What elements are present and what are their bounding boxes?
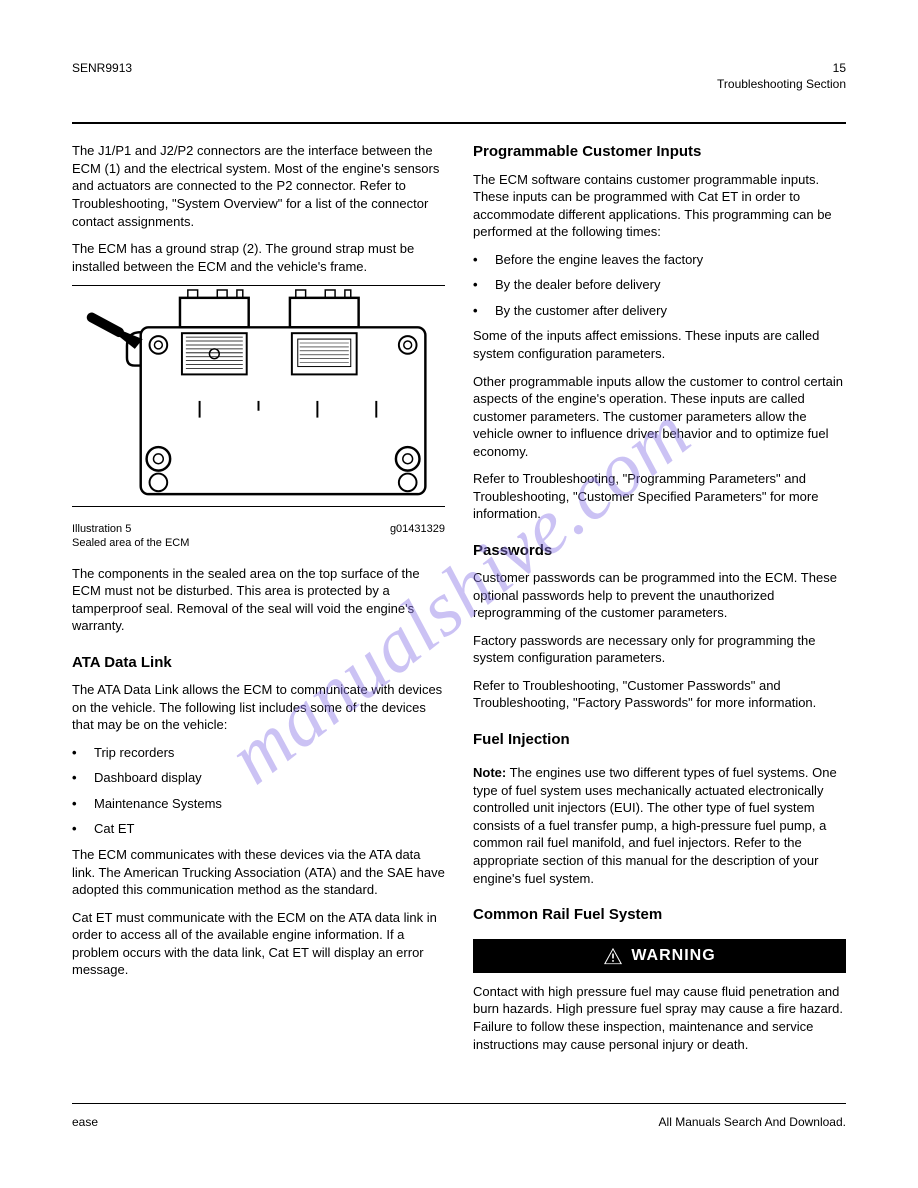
ecm-illustration bbox=[72, 286, 445, 506]
bullet-icon: • bbox=[473, 251, 495, 269]
ata-bullet-list: •Trip recorders •Dashboard display •Main… bbox=[72, 744, 445, 838]
page-header-right: 15 Troubleshooting Section bbox=[717, 60, 846, 92]
note-label: Note: bbox=[473, 765, 506, 780]
list-item: •Cat ET bbox=[72, 820, 445, 838]
list-item: •By the dealer before delivery bbox=[473, 276, 846, 294]
pci-heading: Programmable Customer Inputs bbox=[473, 142, 846, 162]
figure-caption: Illustration 5 g01431329 Sealed area of … bbox=[72, 523, 445, 551]
ata-para-3: Cat ET must communicate with the ECM on … bbox=[72, 909, 445, 979]
list-item-label: Maintenance Systems bbox=[94, 795, 445, 813]
fuel-note: Note: The engines use two different type… bbox=[473, 764, 846, 887]
figure-caption-text: Sealed area of the ECM bbox=[72, 537, 189, 549]
bullet-icon: • bbox=[72, 820, 94, 838]
passwords-heading: Passwords bbox=[473, 541, 846, 561]
ecm-figure bbox=[72, 285, 445, 507]
pw-para-1: Customer passwords can be programmed int… bbox=[473, 569, 846, 622]
footer-row: ease All Manuals Search And Download. bbox=[72, 1114, 846, 1130]
list-item: •Trip recorders bbox=[72, 744, 445, 762]
list-item-label: By the customer after delivery bbox=[495, 302, 846, 320]
warning-text: Contact with high pressure fuel may caus… bbox=[473, 983, 846, 1053]
list-item-label: Dashboard display bbox=[94, 769, 445, 787]
list-item: •Before the engine leaves the factory bbox=[473, 251, 846, 269]
ata-heading: ATA Data Link bbox=[72, 653, 445, 673]
pci-para-4: Refer to Troubleshooting, "Programming P… bbox=[473, 470, 846, 523]
content-columns: The J1/P1 and J2/P2 connectors are the i… bbox=[72, 142, 846, 1063]
list-item-label: Cat ET bbox=[94, 820, 445, 838]
list-item: •Dashboard display bbox=[72, 769, 445, 787]
note-text: The engines use two different types of f… bbox=[473, 765, 837, 885]
right-column: Programmable Customer Inputs The ECM sof… bbox=[473, 142, 846, 1063]
pw-para-2: Factory passwords are necessary only for… bbox=[473, 632, 846, 667]
intro-para-2: The ECM has a ground strap (2). The grou… bbox=[72, 240, 445, 275]
figure-caption-id: Illustration 5 bbox=[72, 523, 131, 535]
left-column: The J1/P1 and J2/P2 connectors are the i… bbox=[72, 142, 445, 1063]
footer-right: All Manuals Search And Download. bbox=[659, 1114, 846, 1130]
warning-label: WARNING bbox=[631, 945, 715, 967]
lower-rule bbox=[72, 1103, 846, 1104]
cr-heading: Common Rail Fuel System bbox=[473, 905, 846, 925]
sealed-area-para: The components in the sealed area on the… bbox=[72, 565, 445, 635]
ata-para-1: The ATA Data Link allows the ECM to comm… bbox=[72, 681, 445, 734]
warning-icon bbox=[603, 947, 623, 965]
bullet-icon: • bbox=[72, 795, 94, 813]
pci-para-2: Some of the inputs affect emissions. The… bbox=[473, 327, 846, 362]
page-header: SENR9913 15 Troubleshooting Section bbox=[72, 60, 846, 92]
list-item-label: By the dealer before delivery bbox=[495, 276, 846, 294]
list-item-label: Trip recorders bbox=[94, 744, 445, 762]
list-item: •By the customer after delivery bbox=[473, 302, 846, 320]
list-item: •Maintenance Systems bbox=[72, 795, 445, 813]
warning-bar: WARNING bbox=[473, 939, 846, 973]
bullet-icon: • bbox=[72, 769, 94, 787]
ata-para-2: The ECM communicates with these devices … bbox=[72, 846, 445, 899]
fuel-heading: Fuel Injection bbox=[473, 730, 846, 750]
bullet-icon: • bbox=[473, 302, 495, 320]
figure-caption-code: g01431329 bbox=[390, 523, 445, 537]
list-item-label: Before the engine leaves the factory bbox=[495, 251, 846, 269]
intro-para-1: The J1/P1 and J2/P2 connectors are the i… bbox=[72, 142, 445, 230]
pw-para-3: Refer to Troubleshooting, "Customer Pass… bbox=[473, 677, 846, 712]
bullet-icon: • bbox=[72, 744, 94, 762]
pci-para-1: The ECM software contains customer progr… bbox=[473, 171, 846, 241]
pci-para-3: Other programmable inputs allow the cust… bbox=[473, 373, 846, 461]
bullet-icon: • bbox=[473, 276, 495, 294]
header-rule bbox=[72, 122, 846, 124]
page-header-left: SENR9913 bbox=[72, 60, 132, 92]
footer-left: ease bbox=[72, 1114, 98, 1130]
pci-bullet-list: •Before the engine leaves the factory •B… bbox=[473, 251, 846, 320]
